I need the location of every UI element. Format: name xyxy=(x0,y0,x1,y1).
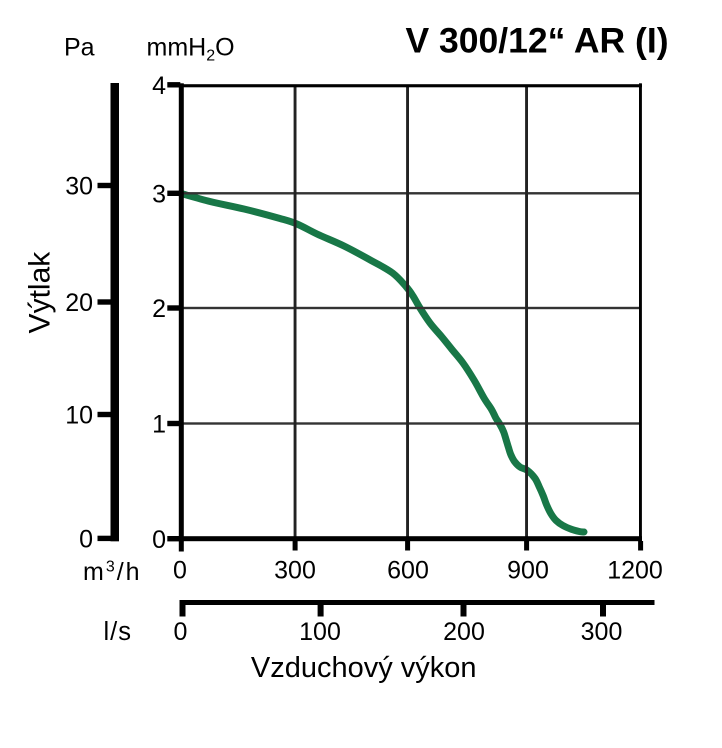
svg-text:1200: 1200 xyxy=(607,557,663,585)
svg-text:Vzduchový výkon: Vzduchový výkon xyxy=(251,652,477,684)
svg-text:20: 20 xyxy=(65,289,93,317)
svg-text:2: 2 xyxy=(152,295,166,323)
svg-text:600: 600 xyxy=(387,557,429,585)
svg-text:Pa: Pa xyxy=(64,34,95,62)
svg-text:1: 1 xyxy=(152,411,166,439)
svg-text:30: 30 xyxy=(65,173,93,201)
svg-text:300: 300 xyxy=(581,618,623,646)
svg-text:Výtlak: Výtlak xyxy=(24,251,57,334)
svg-text:m3/h: m3/h xyxy=(83,558,142,586)
svg-text:0: 0 xyxy=(79,526,93,554)
svg-text:4: 4 xyxy=(152,72,166,100)
svg-text:0: 0 xyxy=(173,557,187,585)
svg-text:300: 300 xyxy=(274,557,316,585)
svg-text:10: 10 xyxy=(65,402,93,430)
svg-text:900: 900 xyxy=(507,557,549,585)
svg-text:0: 0 xyxy=(152,526,166,554)
svg-text:200: 200 xyxy=(443,618,485,646)
svg-text:V 300/12“ AR (I): V 300/12“ AR (I) xyxy=(405,21,668,61)
svg-text:mmH2O: mmH2O xyxy=(147,34,235,65)
svg-text:100: 100 xyxy=(299,618,341,646)
svg-text:0: 0 xyxy=(174,618,188,646)
svg-text:l/s: l/s xyxy=(104,618,133,646)
svg-text:3: 3 xyxy=(152,180,166,208)
